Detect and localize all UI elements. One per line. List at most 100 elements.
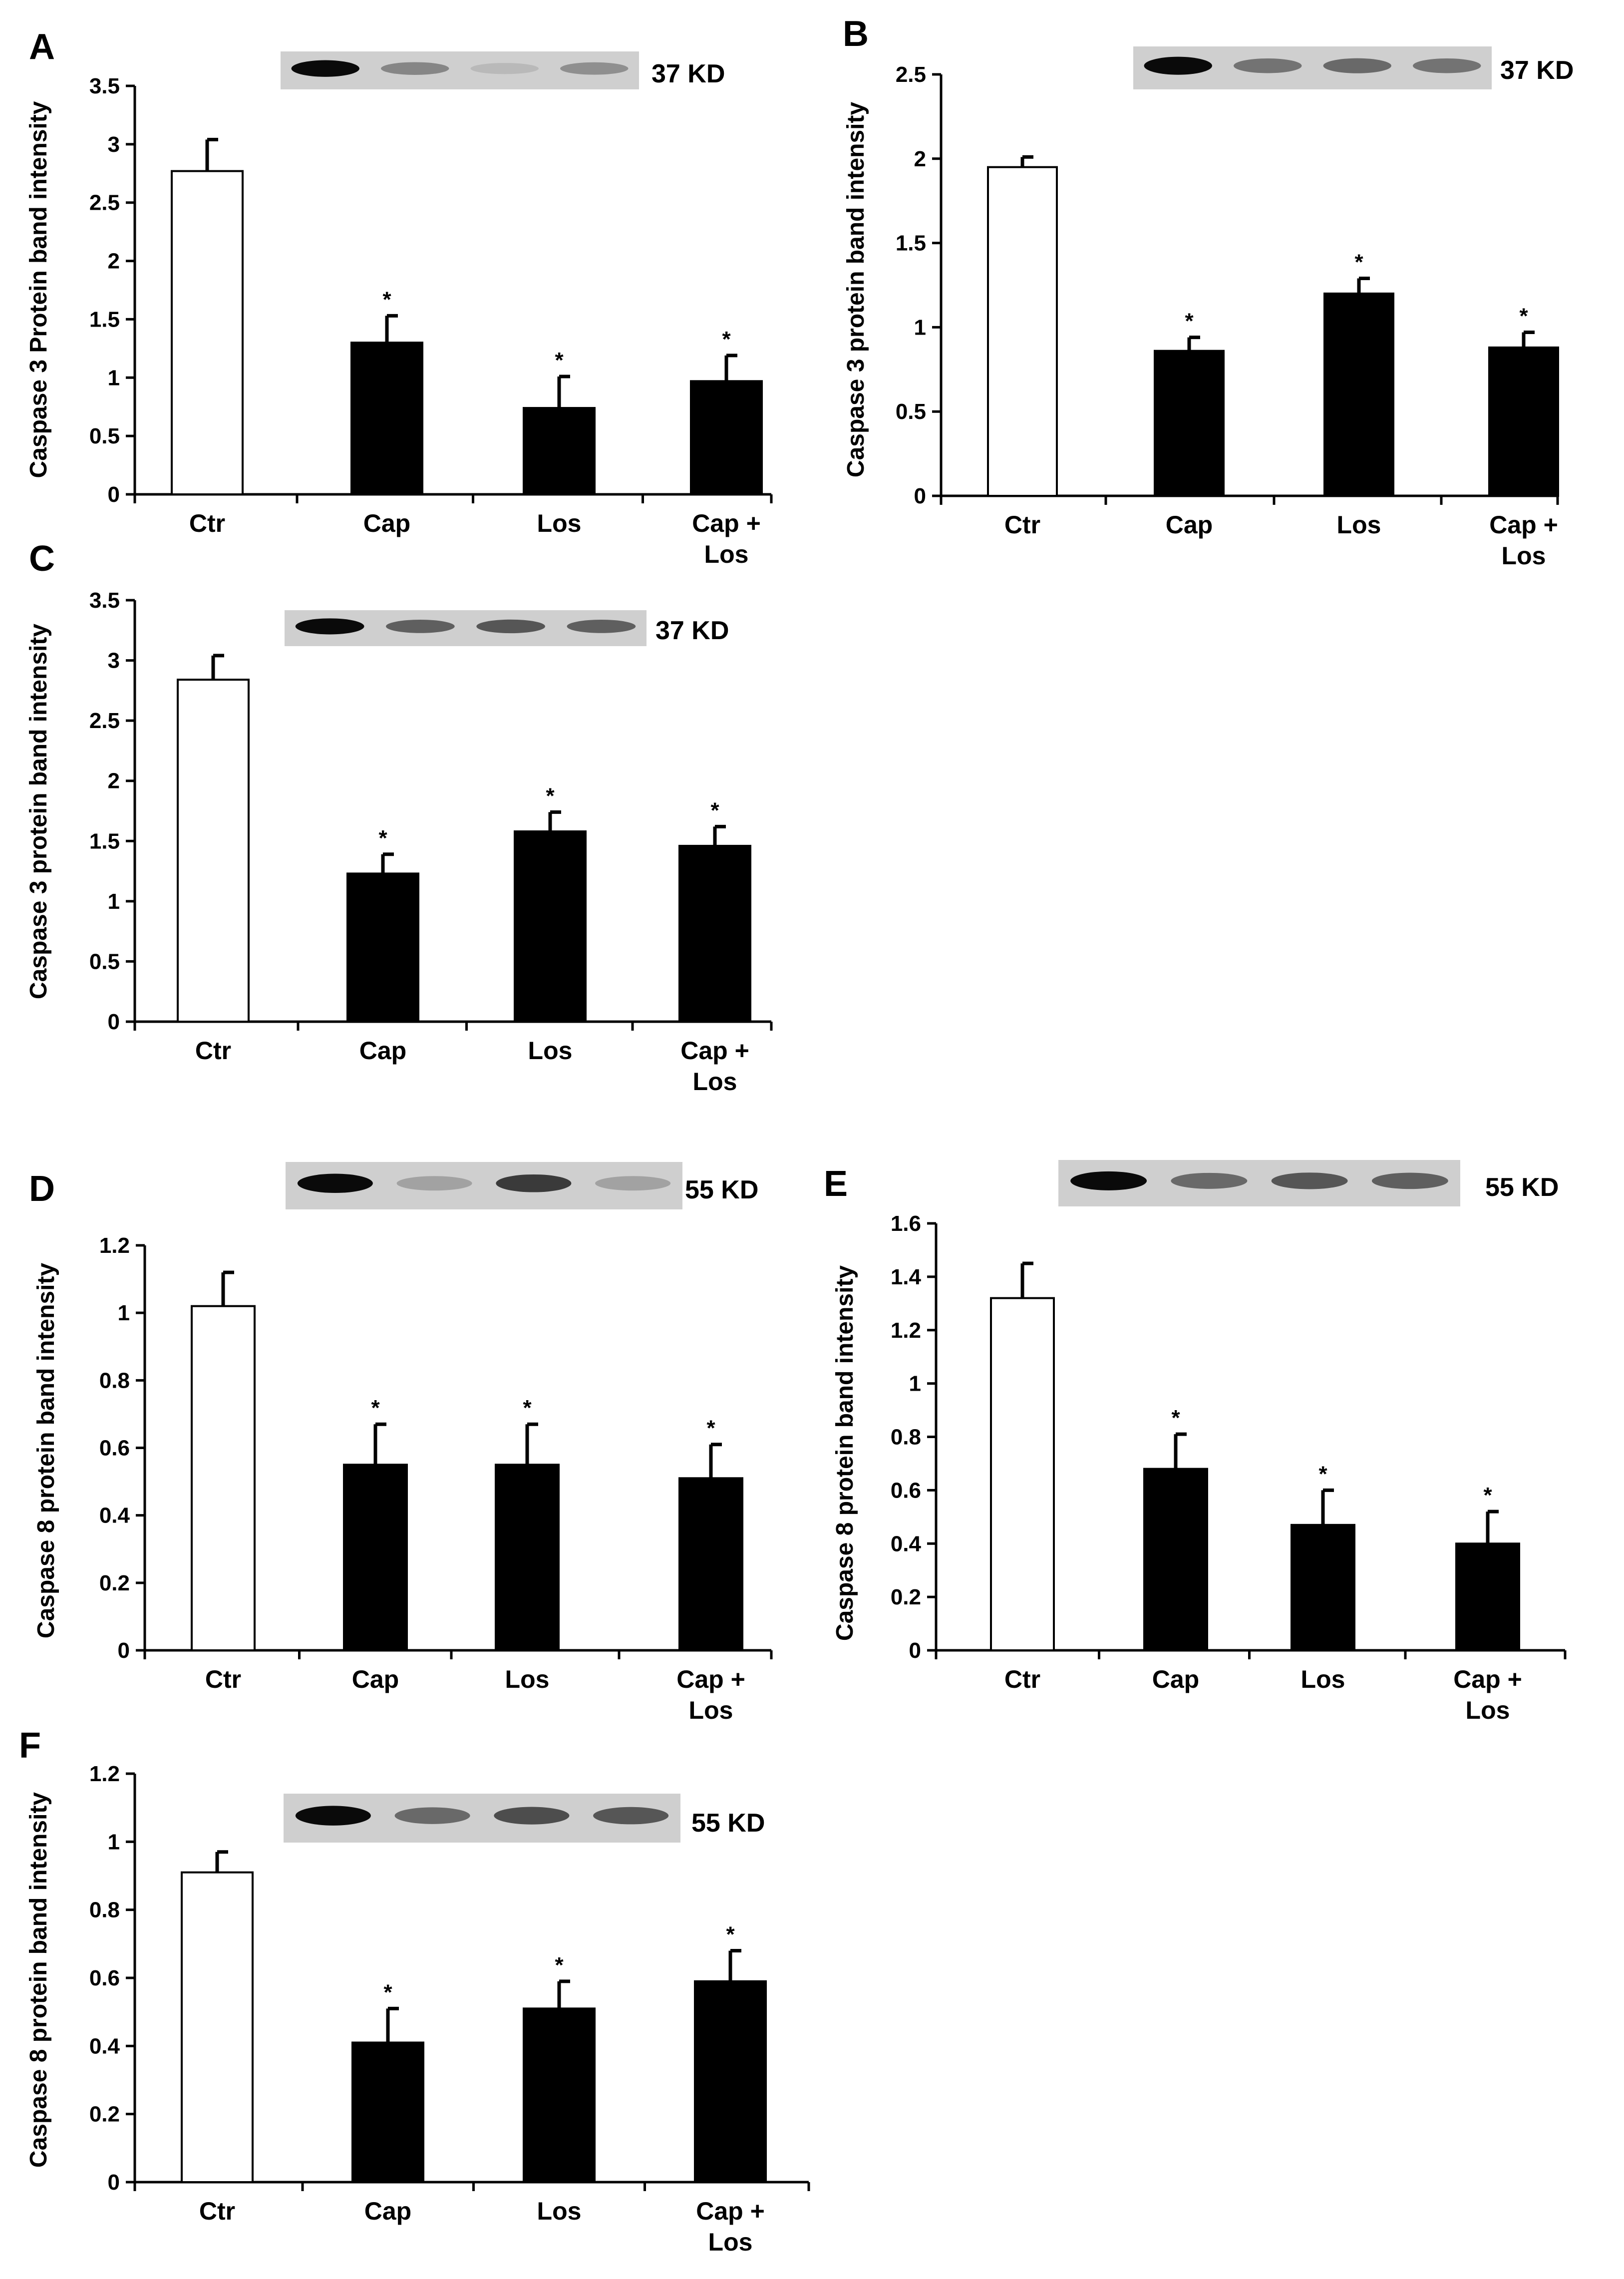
y-tick-label: 0 <box>108 1010 120 1034</box>
x-category-label: Cap <box>359 1037 406 1065</box>
y-tick-label: 0.2 <box>99 1571 130 1595</box>
chart-panel-d: D 55 KD 0 0.2 0.4 0.6 0.8 1 1.2 Caspase 8 protein… <box>29 1162 773 1724</box>
x-category-label-line: Los <box>505 1665 550 1693</box>
y-tick-label: 2 <box>108 249 120 274</box>
x-category-label: Los <box>537 509 582 537</box>
significance-star: * <box>523 1396 532 1420</box>
significance-star: * <box>710 798 719 822</box>
x-category-label-line: Cap <box>364 2197 411 2225</box>
y-tick-label: 2 <box>108 769 120 793</box>
x-category-label-line: Los <box>1502 542 1546 570</box>
significance-star: * <box>555 1953 564 1977</box>
significance-star: * <box>722 327 731 352</box>
significance-star: * <box>371 1396 380 1420</box>
x-category-label-line: Cap <box>1166 511 1213 539</box>
y-axis-label: Caspase 8 protein band intensity <box>33 1263 59 1638</box>
x-category-label-line: Los <box>1337 511 1381 539</box>
blot-band-2 <box>1234 58 1302 73</box>
y-tick-label: 2.5 <box>89 191 120 215</box>
bar-cap-plus <box>678 1477 743 1651</box>
x-category-label-line: Los <box>537 509 582 537</box>
y-tick-label: 1 <box>118 1301 130 1325</box>
bar-cap <box>351 2041 424 2183</box>
x-category-label-line: Cap <box>1152 1665 1199 1693</box>
y-tick-label: 1.5 <box>89 829 120 853</box>
x-category-label-line: Los <box>704 540 749 568</box>
bar-cap-plus <box>1488 346 1559 497</box>
chart-panel-b: B 37 KD 0 0.5 1 1.5 2 2.5 Caspase 3 protein band… <box>843 14 1574 570</box>
blot-band-2 <box>1171 1172 1248 1189</box>
blot-size-label: 55 KD <box>1485 1173 1559 1202</box>
bar-cap-plus <box>678 844 751 1023</box>
y-tick-label: 1 <box>914 315 926 340</box>
x-category-label-line: Cap <box>363 509 410 537</box>
blot-band-1 <box>291 60 359 77</box>
x-category-label: Cap <box>1166 511 1213 539</box>
bar-ctr <box>990 1297 1055 1651</box>
bar-cap <box>343 1464 408 1652</box>
y-tick-label: 1.2 <box>891 1318 921 1343</box>
y-tick-label: 0.2 <box>891 1585 921 1609</box>
chart-panel-f: F 55 KD 0 0.2 0.4 0.6 0.8 1 1.2 Caspase 8 protein… <box>19 1726 810 2256</box>
y-tick-label: 0.5 <box>89 424 120 448</box>
bar-ctr <box>987 166 1058 497</box>
chart-panel-a: A 37 KD 0 0.5 1 1.5 2 2.5 3 3.5 Caspase 3 Protein … <box>25 27 773 568</box>
x-category-label: Ctr <box>189 509 225 537</box>
chart-panel-e: E 55 KD 0 0.2 0.4 0.6 0.8 1 1.2 1.4 1.6 Caspase 8 p… <box>824 1160 1567 1724</box>
blot-size-label: 55 KD <box>691 1809 765 1838</box>
blot-band-1 <box>295 1806 371 1826</box>
x-category-label-line: Los <box>693 1068 737 1096</box>
y-tick-label: 1 <box>909 1372 921 1396</box>
bar-cap <box>346 872 419 1023</box>
x-category-label-line: Los <box>1466 1696 1510 1724</box>
y-tick-label: 0.8 <box>891 1425 921 1450</box>
y-tick-label: 0.6 <box>89 1966 120 1990</box>
x-category-label: Ctr <box>199 2197 235 2225</box>
bar-cap-plus <box>1455 1542 1520 1651</box>
x-category-label-line: Ctr <box>195 1037 231 1065</box>
x-category-label-line: Ctr <box>199 2197 235 2225</box>
bar-los <box>523 407 596 496</box>
bar-cap-plus <box>690 380 763 495</box>
x-category-label: Cap + Los <box>696 2197 765 2256</box>
x-category-label-line: Ctr <box>1004 1665 1040 1693</box>
x-category-label: Cap <box>1152 1665 1199 1693</box>
x-category-label: Ctr <box>195 1037 231 1065</box>
y-tick-label: 0.8 <box>99 1368 130 1393</box>
y-tick-label: 1.5 <box>89 307 120 332</box>
x-category-label-line: Cap + <box>1489 511 1558 539</box>
x-category-label: Cap + Los <box>1489 511 1558 570</box>
blot-band-3 <box>470 63 539 74</box>
x-category-label-line: Los <box>708 2228 753 2256</box>
y-tick-label: 0.6 <box>891 1478 921 1503</box>
bar-cap-plus <box>694 1980 767 2183</box>
significance-star: * <box>555 348 564 373</box>
blot-band-4 <box>1371 1172 1448 1189</box>
y-tick-label: 0 <box>914 484 926 508</box>
x-category-label: Cap <box>352 1665 399 1693</box>
y-axis-label: Caspase 3 protein band intensity <box>25 624 52 999</box>
y-tick-label: 0.4 <box>89 2034 120 2058</box>
significance-star: * <box>1519 304 1528 329</box>
x-category-label: Los <box>505 1665 550 1693</box>
x-category-label: Cap + Los <box>692 509 761 568</box>
significance-star: * <box>382 287 391 312</box>
panel-letter: C <box>29 539 55 579</box>
bar-ctr <box>177 679 250 1023</box>
y-axis-label: Caspase 3 Protein band intensity <box>25 101 52 478</box>
y-tick-label: 0.4 <box>891 1531 922 1556</box>
x-category-label: Ctr <box>205 1665 241 1693</box>
blot-band-4 <box>593 1807 669 1825</box>
x-category-label-line: Los <box>1301 1665 1345 1693</box>
y-tick-label: 2.5 <box>896 62 926 87</box>
blot-band-2 <box>394 1807 470 1824</box>
bar-los <box>514 830 587 1023</box>
significance-star: * <box>1171 1406 1180 1430</box>
y-tick-label: 0.4 <box>99 1504 130 1528</box>
blot-size-label: 37 KD <box>655 616 729 645</box>
significance-star: * <box>546 783 555 808</box>
blot-band-4 <box>1413 58 1481 73</box>
significance-star: * <box>383 1980 392 2004</box>
blot-band-3 <box>476 619 545 634</box>
y-tick-label: 0.2 <box>89 2102 120 2127</box>
